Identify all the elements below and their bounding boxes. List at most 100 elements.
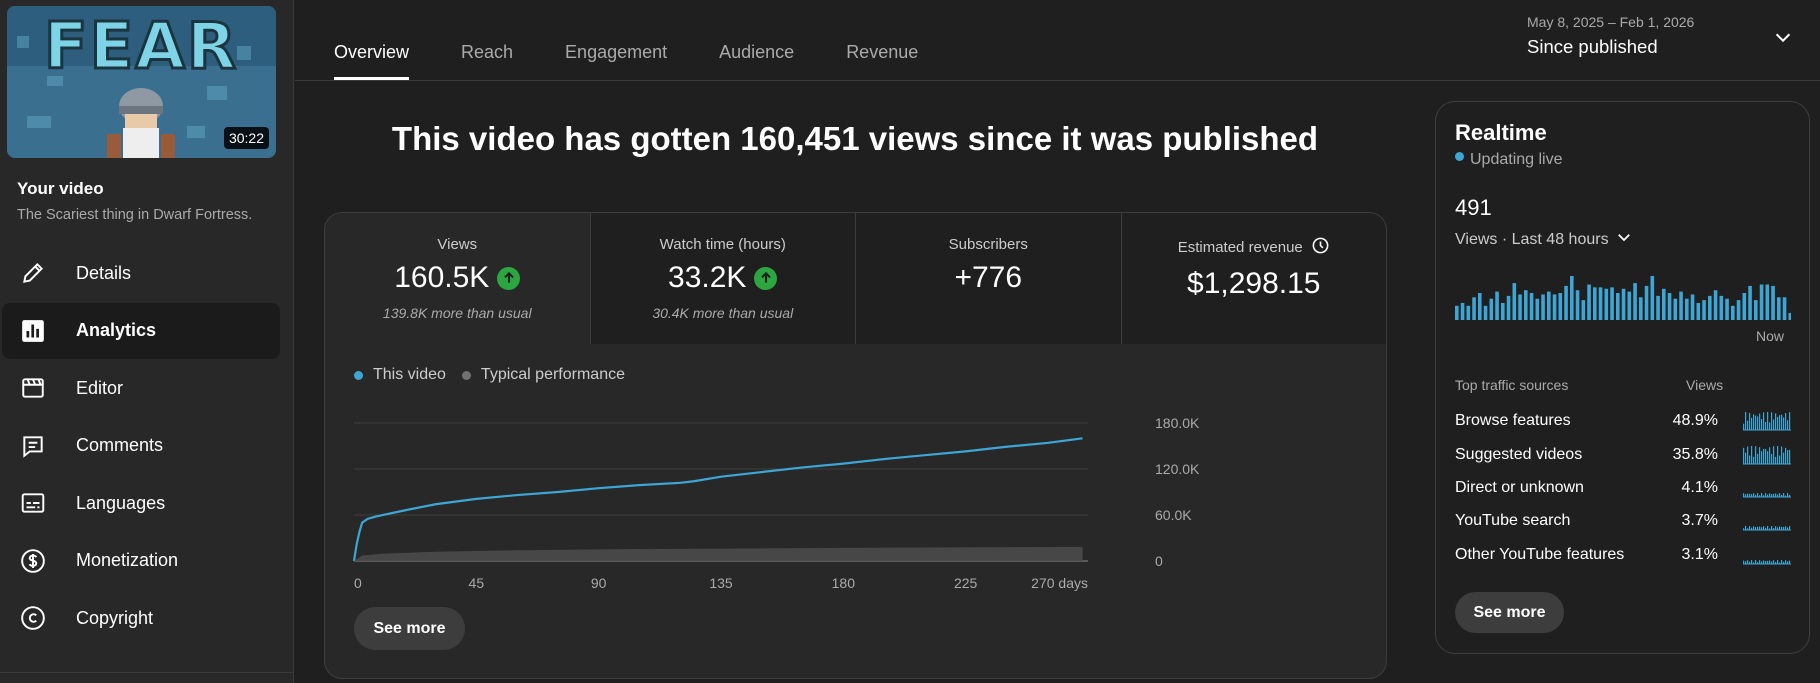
realtime-status: Updating live [1455, 151, 1563, 169]
realtime-bar [1782, 297, 1787, 320]
traffic-sources-header: Top traffic sources Views [1455, 377, 1789, 393]
sidebar-item-monetization[interactable]: Monetization [2, 533, 280, 589]
video-thumbnail[interactable]: FEAR 30:22 [7, 6, 276, 158]
sparkline-bar [1771, 412, 1773, 430]
sparkline-bar [1753, 414, 1755, 430]
sidebar-item-languages[interactable]: Languages [2, 475, 280, 531]
realtime-bar [1512, 283, 1517, 320]
tab-overview[interactable]: Overview [334, 0, 410, 80]
metric-value: $1,298.15 [1187, 267, 1321, 300]
sidebar-item-analytics[interactable]: Analytics [2, 302, 280, 359]
metric-revenue[interactable]: Estimated revenue $1,298.15 [1121, 213, 1386, 344]
sidebar-item-editor[interactable]: Editor [2, 360, 280, 416]
sidebar-item-copyright[interactable]: Copyright [2, 590, 280, 646]
sparkline-bar [1745, 526, 1747, 530]
sparkline-bar [1751, 494, 1753, 497]
tab-revenue[interactable]: Revenue [846, 42, 919, 62]
views-line-chart[interactable]: 0 60.0K 120.0K 180.0K 0 45 90 135 180 225 270 days [325, 393, 1387, 603]
sparkline-bar [1777, 560, 1779, 564]
sparkline-bar [1753, 562, 1755, 564]
sparkline-bar [1749, 526, 1751, 530]
traffic-source-row[interactable]: Suggested videos 35.8% [1455, 446, 1791, 470]
realtime-bar [1506, 295, 1511, 320]
realtime-period-selector[interactable]: Views · Last 48 hours [1455, 228, 1633, 251]
realtime-bar [1685, 298, 1689, 320]
analytics-icon [19, 317, 47, 345]
sparkline-bar [1757, 493, 1759, 497]
legend-dot [354, 370, 363, 380]
sparkline-bar [1769, 422, 1771, 430]
date-range[interactable]: May 8, 2025 – Feb 1, 2026 [1527, 14, 1695, 30]
sparkline-bar [1759, 495, 1761, 497]
live-dot [1455, 151, 1464, 161]
x-tick-label: 270 days [1031, 575, 1088, 591]
sparkline-bar [1745, 561, 1747, 564]
sidebar-item-comments[interactable]: Comments [2, 418, 280, 474]
sparkline-bar [1767, 560, 1769, 564]
sparkline-bar [1751, 527, 1753, 530]
sparkline-bar [1787, 561, 1789, 564]
sparkline-bar [1785, 413, 1787, 430]
sparkline-bar [1765, 527, 1767, 530]
copyright-icon [19, 604, 47, 632]
traffic-sparkline [1743, 560, 1791, 565]
tab-reach[interactable]: Reach [461, 42, 514, 62]
traffic-source-row[interactable]: YouTube search 3.7% [1455, 512, 1791, 536]
realtime-period-label: Views · Last 48 hours [1455, 230, 1609, 248]
sparkline-bar [1783, 526, 1785, 530]
see-more-button[interactable]: See more [354, 607, 465, 650]
sparkline-bar [1789, 449, 1791, 464]
sparkline-bar [1771, 493, 1773, 497]
traffic-sparkline [1743, 412, 1791, 431]
legend-label: Typical performance [480, 366, 625, 383]
realtime-bar [1575, 290, 1580, 320]
chevron-down-icon[interactable] [1772, 26, 1794, 53]
sparkline-bar [1779, 562, 1781, 564]
tab-engagement[interactable]: Engagement [565, 42, 668, 62]
sparkline-bar [1753, 526, 1755, 530]
sparkline-bar [1743, 423, 1745, 430]
sparkline-bar [1769, 560, 1771, 564]
sparkline-bar [1775, 526, 1777, 530]
sparkline-bar [1755, 446, 1757, 464]
date-range-label[interactable]: Since published [1527, 36, 1658, 57]
sparkline-bar [1755, 415, 1757, 430]
traffic-source-row[interactable]: Browse features 48.9% [1455, 412, 1791, 436]
legend-item-typical[interactable]: Typical performance [461, 366, 625, 384]
realtime-bar [1524, 290, 1528, 320]
traffic-source-row[interactable]: Other YouTube features 3.1% [1455, 546, 1791, 570]
realtime-bar [1564, 285, 1568, 320]
metric-label: Views [437, 236, 478, 253]
sparkline-bar [1765, 421, 1767, 430]
traffic-sources-title: Top traffic sources [1455, 377, 1569, 393]
sidebar-item-label: Monetization [76, 550, 179, 570]
legend-item-this-video[interactable]: This video [354, 366, 446, 384]
metric-subscribers[interactable]: Subscribers +776 [856, 213, 1122, 344]
sparkline-bar [1747, 420, 1749, 430]
realtime-bar [1696, 302, 1701, 320]
sidebar-item-details[interactable]: Details [2, 245, 280, 301]
sparkline-bar [1789, 526, 1791, 530]
realtime-see-more-button[interactable]: See more [1455, 592, 1564, 633]
sparkline-bar [1759, 447, 1761, 464]
sparkline-bar [1775, 493, 1777, 497]
legend-dot [461, 370, 471, 380]
sparkline-bar [1761, 419, 1763, 430]
y-tick-label: 0 [1155, 553, 1163, 569]
tab-audience[interactable]: Audience [719, 42, 795, 62]
sparkline-bar [1775, 413, 1777, 430]
sparkline-bar [1787, 493, 1789, 497]
traffic-source-row[interactable]: Direct or unknown 4.1% [1455, 479, 1791, 503]
realtime-bar [1667, 293, 1672, 320]
sparkline-bar [1765, 448, 1767, 464]
metric-views[interactable]: Views 160.5K 139.8K more than usual [325, 213, 591, 344]
metric-watch-time[interactable]: Watch time (hours) 33.2K 30.4K more than… [590, 213, 856, 344]
realtime-bar-chart[interactable] [1455, 274, 1791, 320]
sparkline-bar [1747, 528, 1749, 530]
sparkline-bar [1773, 419, 1775, 430]
metrics-row: Views 160.5K 139.8K more than usual Watc… [325, 213, 1386, 344]
clock-icon[interactable] [1311, 236, 1330, 259]
sparkline-bar [1763, 560, 1765, 564]
clapperboard-icon [19, 374, 47, 402]
realtime-bar [1702, 300, 1706, 320]
